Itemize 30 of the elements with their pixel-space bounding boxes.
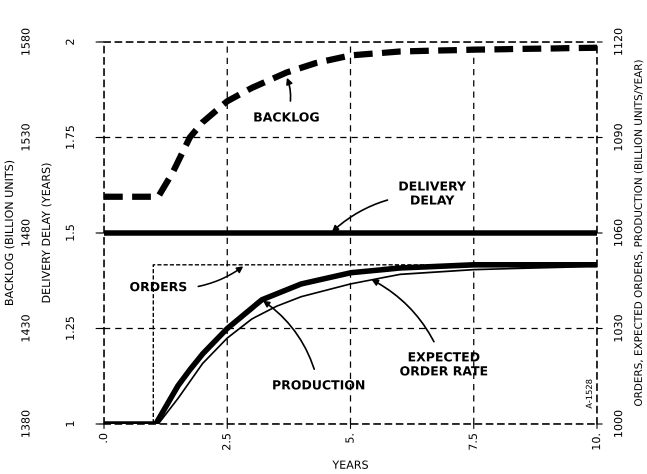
y2-tick-label: 1000 (614, 410, 622, 437)
y3-tick-label: 1.5 (66, 225, 74, 241)
y2-tick-label: 1090 (614, 124, 622, 150)
y-tick-label: 1380 (21, 410, 30, 437)
y3-axis-title: DELIVERY DELAY (YEARS) (41, 163, 52, 302)
y2-tick-label: 1120 (614, 28, 622, 55)
y2-axis-title: ORDERS, EXPECTED ORDERS, PRODUCTION (BILLION UNITS/YEAR) (634, 60, 644, 406)
y3-tick-label: 2 (66, 40, 74, 45)
y-tick-label: 1480 (21, 220, 30, 246)
annotation: PRODUCTION (273, 380, 364, 390)
x-axis-title: YEARS (332, 460, 368, 469)
y2-tick-label: 1060 (614, 220, 622, 246)
x-tick-label: 7.5 (468, 434, 477, 450)
y-tick-label: 1430 (21, 315, 30, 342)
y2-tick-label: 1030 (614, 315, 622, 342)
y3-tick-label: 1.75 (66, 126, 74, 149)
y3-tick-label: 1.25 (66, 317, 74, 340)
y-axis-title: BACKLOG (BILLION UNITS) (4, 160, 14, 305)
annotation: EXPECTED ORDER RATE (400, 352, 488, 376)
x-tick-label: 10. (592, 434, 600, 450)
annotation: DELIVERY DELAY (399, 181, 466, 205)
annotation: A-1528 (586, 380, 592, 409)
x-tick-label: .0 (98, 434, 108, 442)
annotation: ORDERS (130, 282, 186, 292)
y-tick-label: 1530 (21, 124, 30, 150)
y-tick-label: 1580 (21, 28, 30, 55)
x-tick-label: 2.5 (222, 434, 230, 450)
y3-tick-label: 1 (66, 421, 74, 426)
annotation: BACKLOG (254, 112, 319, 122)
x-tick-label: 5. (345, 434, 354, 443)
